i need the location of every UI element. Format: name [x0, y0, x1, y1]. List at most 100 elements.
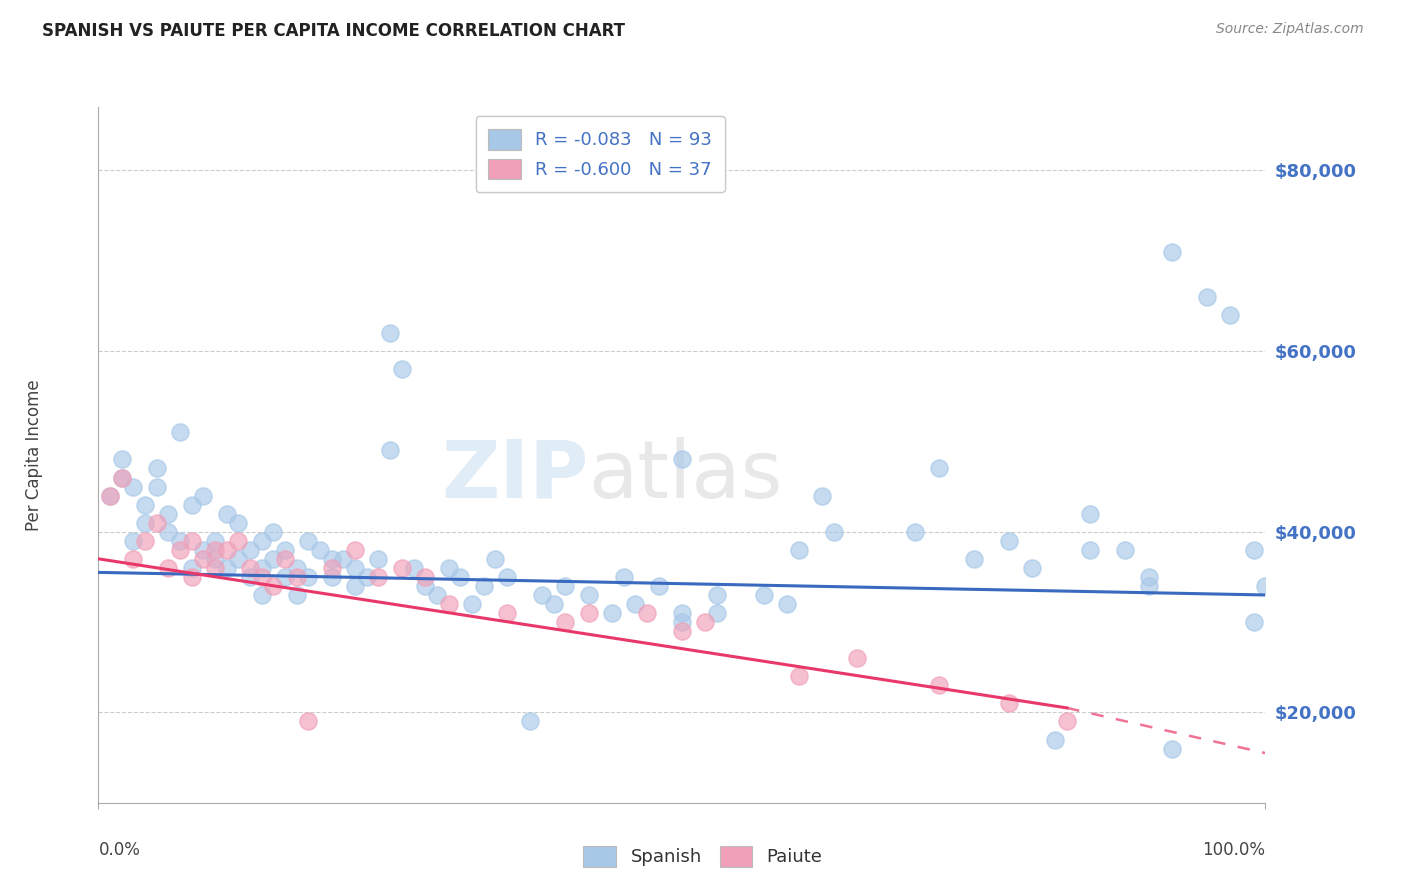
- Point: [706, 588, 728, 602]
- Point: [367, 570, 389, 584]
- Point: [1045, 732, 1067, 747]
- Point: [413, 570, 436, 584]
- Point: [378, 326, 402, 340]
- Point: [250, 588, 273, 602]
- Point: [1137, 570, 1160, 584]
- Point: [787, 542, 810, 557]
- Point: [449, 570, 471, 584]
- Point: [1161, 244, 1184, 259]
- Point: [1080, 542, 1102, 557]
- Point: [285, 588, 308, 602]
- Point: [250, 570, 273, 584]
- Point: [391, 362, 413, 376]
- Text: 0.0%: 0.0%: [98, 841, 141, 859]
- Point: [1161, 741, 1184, 756]
- Point: [671, 615, 693, 629]
- Point: [997, 533, 1019, 548]
- Point: [309, 542, 332, 557]
- Point: [1243, 615, 1265, 629]
- Point: [262, 579, 284, 593]
- Point: [613, 570, 636, 584]
- Point: [146, 479, 169, 493]
- Point: [811, 489, 834, 503]
- Point: [157, 524, 180, 539]
- Point: [274, 570, 297, 584]
- Point: [752, 588, 775, 602]
- Point: [111, 452, 134, 467]
- Legend: R = -0.083   N = 93, R = -0.600   N = 37: R = -0.083 N = 93, R = -0.600 N = 37: [475, 116, 724, 192]
- Point: [262, 551, 284, 566]
- Point: [321, 551, 343, 566]
- Point: [204, 561, 226, 575]
- Point: [344, 579, 367, 593]
- Point: [122, 551, 145, 566]
- Point: [671, 624, 693, 639]
- Point: [495, 570, 517, 584]
- Point: [250, 533, 273, 548]
- Point: [578, 588, 600, 602]
- Point: [297, 533, 319, 548]
- Point: [215, 542, 238, 557]
- Point: [146, 461, 169, 475]
- Point: [204, 551, 226, 566]
- Point: [297, 570, 319, 584]
- Point: [402, 561, 425, 575]
- Point: [344, 561, 367, 575]
- Point: [146, 516, 169, 530]
- Point: [624, 597, 647, 611]
- Point: [461, 597, 484, 611]
- Point: [391, 561, 413, 575]
- Point: [1219, 308, 1241, 322]
- Point: [1114, 542, 1136, 557]
- Point: [530, 588, 553, 602]
- Text: 100.0%: 100.0%: [1202, 841, 1265, 859]
- Point: [239, 561, 262, 575]
- Point: [344, 542, 367, 557]
- Point: [180, 498, 202, 512]
- Point: [111, 470, 134, 484]
- Point: [776, 597, 799, 611]
- Point: [228, 533, 250, 548]
- Point: [193, 489, 215, 503]
- Point: [1243, 542, 1265, 557]
- Point: [98, 489, 121, 503]
- Point: [122, 479, 145, 493]
- Legend: Spanish, Paiute: Spanish, Paiute: [576, 838, 830, 874]
- Point: [695, 615, 717, 629]
- Point: [928, 461, 950, 475]
- Text: atlas: atlas: [589, 437, 783, 515]
- Point: [962, 551, 984, 566]
- Point: [157, 561, 180, 575]
- Point: [134, 498, 156, 512]
- Point: [1056, 714, 1078, 729]
- Point: [437, 597, 460, 611]
- Text: Source: ZipAtlas.com: Source: ZipAtlas.com: [1216, 22, 1364, 37]
- Point: [169, 533, 191, 548]
- Point: [193, 551, 215, 566]
- Point: [180, 561, 202, 575]
- Point: [787, 669, 810, 683]
- Point: [274, 551, 297, 566]
- Point: [904, 524, 927, 539]
- Point: [204, 542, 226, 557]
- Point: [239, 542, 262, 557]
- Point: [215, 561, 238, 575]
- Point: [321, 570, 343, 584]
- Text: ZIP: ZIP: [441, 437, 589, 515]
- Point: [134, 516, 156, 530]
- Point: [239, 570, 262, 584]
- Point: [1195, 290, 1218, 304]
- Point: [228, 516, 250, 530]
- Point: [204, 533, 226, 548]
- Point: [180, 533, 202, 548]
- Point: [997, 697, 1019, 711]
- Point: [169, 542, 191, 557]
- Point: [169, 425, 191, 440]
- Point: [846, 651, 869, 665]
- Point: [1137, 579, 1160, 593]
- Point: [671, 452, 693, 467]
- Text: SPANISH VS PAIUTE PER CAPITA INCOME CORRELATION CHART: SPANISH VS PAIUTE PER CAPITA INCOME CORR…: [42, 22, 626, 40]
- Point: [367, 551, 389, 566]
- Point: [928, 678, 950, 692]
- Point: [193, 542, 215, 557]
